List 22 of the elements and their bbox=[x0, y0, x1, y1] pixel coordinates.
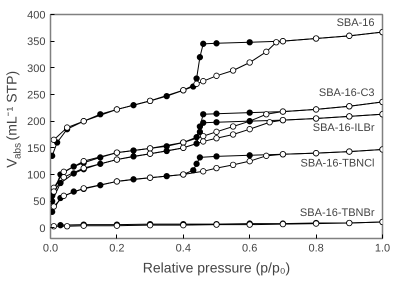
x-tick-label: 0.0 bbox=[42, 242, 58, 254]
y-axis-title: Vabs (mL⁻¹ STP) bbox=[4, 70, 24, 168]
y-tick-label: 400 bbox=[27, 10, 46, 22]
y-tick-label: 250 bbox=[27, 90, 46, 102]
series-label: SBA-16-ILBr bbox=[312, 122, 375, 134]
x-tick-label: 0.6 bbox=[242, 242, 258, 254]
x-tick-label: 0.8 bbox=[308, 242, 324, 254]
series-label: SBA-16-TBNBr bbox=[300, 206, 375, 219]
x-axis-title: Relative pressure (p/p₀) bbox=[142, 260, 290, 276]
y-tick-label: 100 bbox=[27, 170, 46, 182]
y-tick-label: 200 bbox=[27, 116, 46, 128]
x-tick-label: 0.2 bbox=[109, 242, 125, 254]
x-tick-label: 1.0 bbox=[374, 242, 390, 254]
y-tick-label: 150 bbox=[27, 142, 46, 155]
series-label: SBA-16-TBNCl bbox=[300, 157, 375, 170]
y-tick-label: 50 bbox=[33, 196, 46, 208]
x-tick-label: 0.4 bbox=[176, 242, 191, 254]
series-label: SBA-16 bbox=[336, 17, 375, 30]
y-tick-label: 0 bbox=[39, 222, 46, 235]
y-tick-label: 350 bbox=[27, 36, 46, 48]
y-tick-label: 300 bbox=[27, 62, 46, 75]
series-label: SBA-16-C3 bbox=[318, 86, 375, 99]
